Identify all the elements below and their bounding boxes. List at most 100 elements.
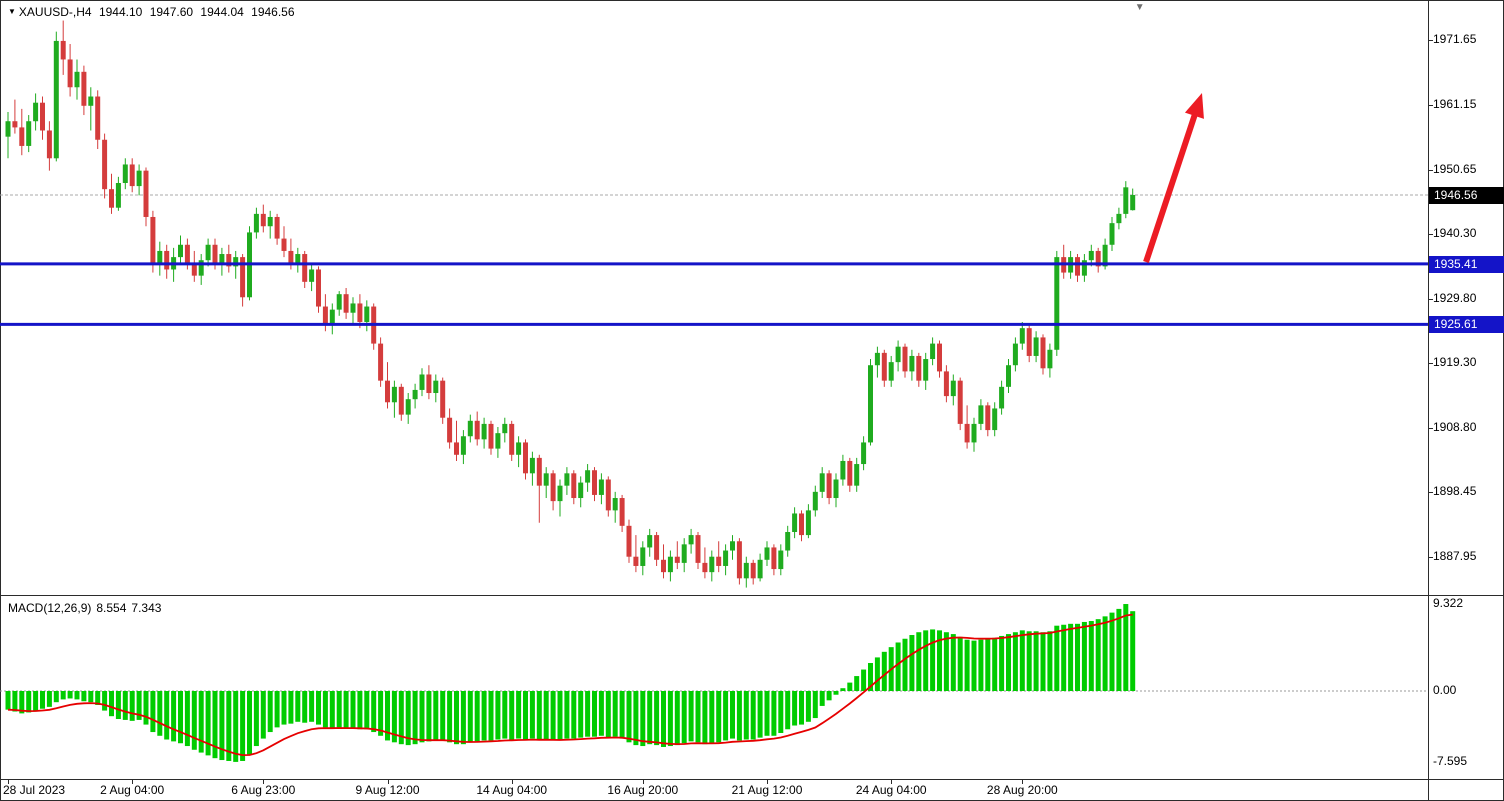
macd-histogram-bar xyxy=(1047,631,1053,691)
macd-histogram-bar xyxy=(460,691,466,745)
time-axis[interactable] xyxy=(0,780,1428,801)
candle xyxy=(895,340,901,372)
macd-histogram-bar xyxy=(5,691,11,710)
macd-histogram-bar xyxy=(60,691,66,700)
candle-body xyxy=(1088,250,1094,261)
time-axis-tick xyxy=(1022,779,1024,784)
macd-histogram-bar xyxy=(598,691,604,736)
candle-body xyxy=(1026,328,1032,356)
candle-body xyxy=(799,513,804,536)
candle xyxy=(1075,254,1080,282)
trend-arrow-head[interactable] xyxy=(1184,93,1204,119)
candle xyxy=(502,417,508,443)
macd-histogram-bar xyxy=(336,691,342,728)
candle-body xyxy=(964,423,970,443)
price-axis-tick xyxy=(1428,492,1433,494)
candle xyxy=(178,235,183,264)
candle-body xyxy=(19,127,25,146)
candle xyxy=(1033,331,1039,363)
candle xyxy=(309,263,315,292)
candle-body xyxy=(178,244,183,258)
candle-body xyxy=(502,423,508,434)
trend-arrow[interactable] xyxy=(1143,93,1204,263)
candle xyxy=(937,340,942,378)
candle xyxy=(157,241,163,276)
candle xyxy=(26,115,32,153)
macd-histogram-bar xyxy=(481,691,487,741)
price-axis[interactable] xyxy=(1429,0,1504,779)
macd-histogram-bar xyxy=(529,691,535,739)
candle xyxy=(743,556,749,588)
candle-body xyxy=(626,525,632,557)
macd-histogram-bar xyxy=(26,691,32,713)
candle xyxy=(336,291,342,316)
candle-body xyxy=(426,374,432,394)
macd-histogram-bar xyxy=(1006,634,1011,691)
macd-axis-label: 9.322 xyxy=(1433,596,1464,611)
candle xyxy=(33,93,39,131)
candle-body xyxy=(295,254,301,264)
candle-body xyxy=(102,139,108,190)
level-price-tag[interactable]: 1935.41 xyxy=(1429,255,1504,273)
candle-body xyxy=(792,513,798,532)
candle-body xyxy=(999,386,1005,409)
price-axis-label: 1971.65 xyxy=(1433,32,1477,46)
candle-body xyxy=(226,254,232,267)
candle-body xyxy=(937,343,942,372)
candle-body xyxy=(191,263,197,276)
time-axis-label: 16 Aug 20:00 xyxy=(607,783,679,797)
panel-divider[interactable] xyxy=(0,595,1504,596)
candle-body xyxy=(150,216,156,264)
macd-histogram-bar xyxy=(247,691,252,755)
candle-body xyxy=(612,498,618,511)
macd-histogram-bar xyxy=(267,691,273,733)
macd-histogram-bar xyxy=(985,638,991,691)
price-axis-label: 1887.95 xyxy=(1433,549,1477,563)
macd-signal-value: 7.343 xyxy=(131,601,162,615)
candle-body xyxy=(661,559,666,573)
macd-histogram-bar xyxy=(1130,611,1136,691)
time-axis-tick xyxy=(8,779,9,784)
candle-body xyxy=(1033,337,1039,356)
macd-histogram-bar xyxy=(564,691,570,739)
macd-histogram-bar xyxy=(274,691,280,728)
candle xyxy=(778,544,784,576)
macd-histogram-bar xyxy=(978,639,984,691)
candle xyxy=(847,457,853,492)
candle-body xyxy=(868,365,873,443)
candle-body xyxy=(143,170,149,217)
candle-body xyxy=(419,374,425,390)
price-panel[interactable] xyxy=(0,0,1428,595)
macd-histogram-bar xyxy=(1054,625,1060,691)
candle xyxy=(605,476,611,517)
candle xyxy=(219,247,225,276)
candle xyxy=(757,553,763,582)
candle-body xyxy=(930,343,936,360)
candle-body xyxy=(184,244,190,264)
candle-body xyxy=(454,442,459,455)
candle xyxy=(433,374,439,403)
candle xyxy=(343,288,349,319)
macd-histogram-bar xyxy=(67,691,73,699)
chart-shift-marker-icon[interactable]: ▼ xyxy=(1134,2,1145,13)
candle xyxy=(129,158,135,193)
candle-body xyxy=(695,535,701,563)
symbol-dropdown-icon[interactable]: ▼ xyxy=(8,7,16,16)
price-axis-label: 1908.80 xyxy=(1433,420,1477,435)
candle-body xyxy=(46,130,52,159)
candle xyxy=(198,254,204,285)
candle xyxy=(923,352,929,390)
candle xyxy=(274,213,280,245)
time-axis-tick xyxy=(767,779,768,784)
macd-histogram-bar xyxy=(1088,621,1094,691)
candle-body xyxy=(895,346,901,363)
macd-histogram-bar xyxy=(840,688,846,691)
macd-panel[interactable] xyxy=(0,596,1428,779)
trend-arrow-shaft[interactable] xyxy=(1143,111,1199,263)
macd-histogram-bar xyxy=(730,691,735,739)
candle-body xyxy=(654,535,660,560)
macd-histogram-bar xyxy=(509,691,515,740)
candle xyxy=(1019,321,1025,350)
candle xyxy=(53,31,59,162)
level-price-tag[interactable]: 1925.61 xyxy=(1429,316,1504,334)
